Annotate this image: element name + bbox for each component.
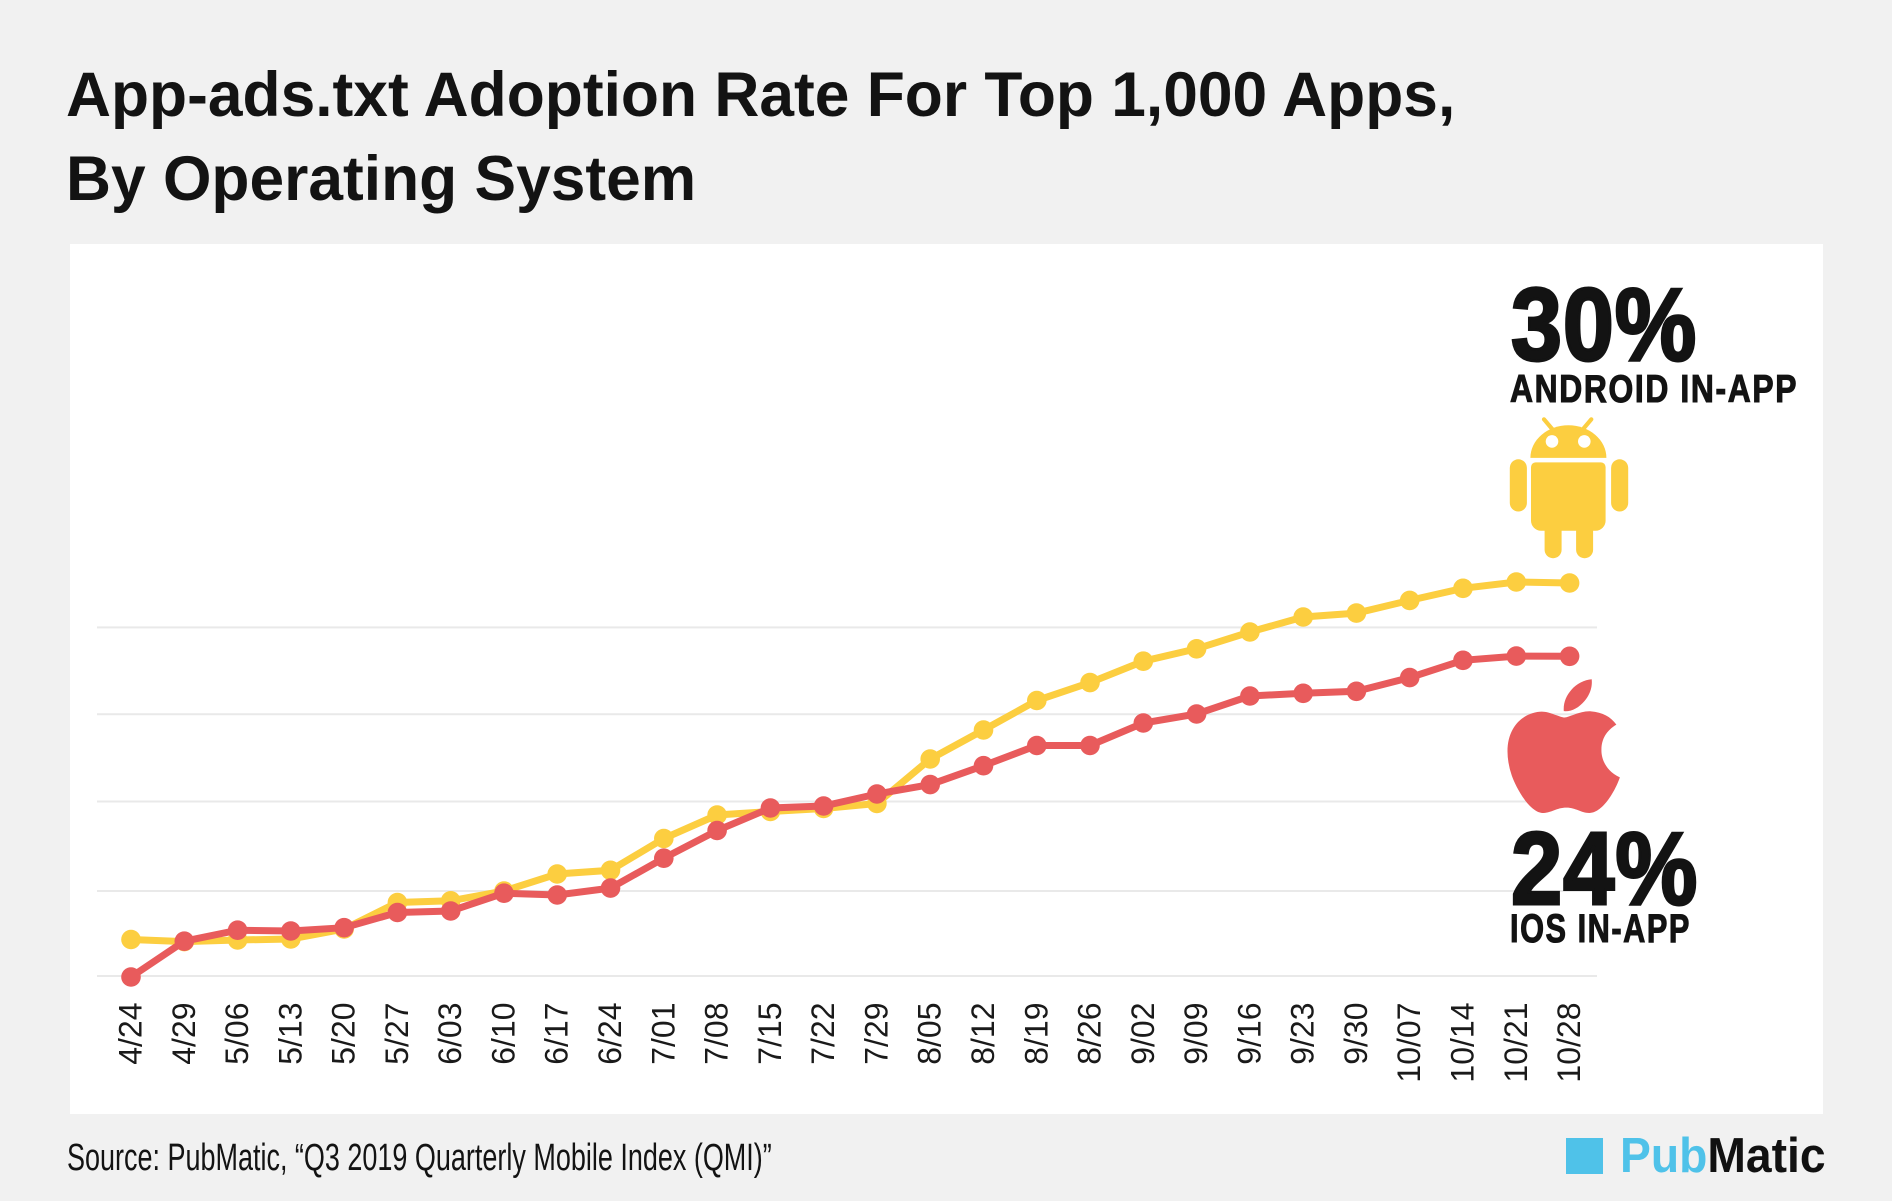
svg-text:8/12: 8/12 bbox=[965, 1003, 1001, 1065]
svg-text:8/26: 8/26 bbox=[1072, 1003, 1108, 1065]
svg-text:5/27: 5/27 bbox=[379, 1003, 415, 1065]
svg-text:5/13: 5/13 bbox=[272, 1003, 308, 1065]
svg-text:6/10: 6/10 bbox=[486, 1003, 522, 1065]
svg-text:7/29: 7/29 bbox=[858, 1003, 894, 1065]
svg-text:9/02: 9/02 bbox=[1125, 1003, 1161, 1065]
svg-text:7/15: 7/15 bbox=[752, 1003, 788, 1065]
svg-text:6/24: 6/24 bbox=[592, 1003, 628, 1065]
svg-text:6/03: 6/03 bbox=[432, 1003, 468, 1065]
svg-text:5/20: 5/20 bbox=[326, 1003, 362, 1065]
svg-text:10/14: 10/14 bbox=[1445, 1003, 1481, 1083]
svg-text:10/21: 10/21 bbox=[1498, 1003, 1534, 1083]
svg-text:7/08: 7/08 bbox=[699, 1003, 735, 1065]
svg-text:9/23: 9/23 bbox=[1285, 1003, 1321, 1065]
svg-text:4/24: 4/24 bbox=[113, 1003, 149, 1065]
svg-text:7/22: 7/22 bbox=[805, 1003, 841, 1065]
svg-text:9/30: 9/30 bbox=[1338, 1003, 1374, 1065]
svg-text:6/17: 6/17 bbox=[539, 1003, 575, 1065]
svg-text:7/01: 7/01 bbox=[645, 1003, 681, 1065]
svg-text:9/09: 9/09 bbox=[1178, 1003, 1214, 1065]
svg-text:9/16: 9/16 bbox=[1231, 1003, 1267, 1065]
svg-text:8/19: 8/19 bbox=[1018, 1003, 1054, 1065]
svg-text:8/05: 8/05 bbox=[912, 1003, 948, 1065]
svg-text:5/06: 5/06 bbox=[219, 1003, 255, 1065]
svg-text:10/07: 10/07 bbox=[1391, 1003, 1427, 1083]
svg-text:4/29: 4/29 bbox=[166, 1003, 202, 1065]
svg-text:10/28: 10/28 bbox=[1551, 1003, 1587, 1083]
